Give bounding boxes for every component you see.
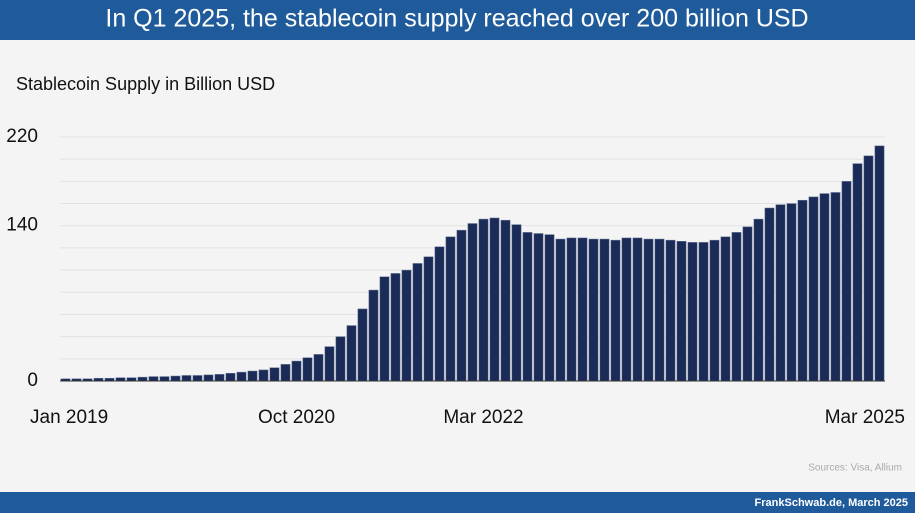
bar [555,238,566,382]
bar [698,242,709,382]
bar [720,236,731,382]
bar [434,246,445,382]
bar [357,308,368,382]
x-tick-label: Mar 2025 [825,407,905,428]
bar [665,239,676,382]
bar [302,357,313,382]
bar [500,219,511,382]
bar [247,370,258,382]
bar [170,375,181,382]
bar [632,237,643,382]
x-tick-label: Mar 2022 [443,407,523,428]
footer-bar [0,492,915,513]
y-tick-label: 140 [6,215,38,236]
bar [412,263,423,382]
y-tick-label: 220 [6,126,38,147]
bar [291,360,302,382]
bar [731,232,742,382]
bar [489,217,500,382]
bar [346,325,357,382]
source: Sources: Visa, Allium [808,463,902,474]
bar [181,375,192,382]
bar [841,181,852,382]
bar [797,199,808,382]
bar [478,218,489,382]
bar [313,354,324,382]
bar [808,196,819,382]
bar [214,374,225,382]
footer: FrankSchwab.de, March 2025 [755,497,908,509]
bar [335,336,346,382]
chart-title: In Q1 2025, the stablecoin supply reache… [105,5,808,33]
bar [192,375,203,382]
bar [225,372,236,382]
title-bar [0,0,915,40]
bar [709,239,720,382]
bar [654,238,665,382]
bar [148,376,159,382]
bar [775,204,786,382]
bar [753,218,764,382]
bar [687,242,698,382]
bar [390,273,401,382]
bar [522,232,533,382]
bar [830,192,841,382]
bar [203,374,214,382]
bar [236,371,247,382]
bar [533,233,544,382]
bar [324,346,335,382]
bar [379,276,390,382]
bar [621,237,632,382]
bar [511,224,522,382]
bar [269,367,280,382]
bar [445,236,456,382]
subtitle: Stablecoin Supply in Billion USD [16,74,275,94]
bar [544,234,555,382]
bar [423,256,434,382]
bar [852,163,863,382]
bar [610,239,621,382]
bar [159,376,170,382]
bar [137,376,148,382]
bar [280,364,291,382]
bar [577,237,588,382]
x-tick-label: Oct 2020 [258,407,335,428]
x-tick-label: Jan 2019 [30,407,108,428]
bar [676,241,687,382]
bar [863,155,874,382]
bar [643,238,654,382]
bar [786,203,797,382]
bar [258,369,269,382]
bar [599,238,610,382]
bar [401,269,412,382]
bar [467,223,478,382]
bar [588,238,599,382]
bar [874,145,885,382]
bar [742,226,753,382]
bar [566,237,577,382]
bar [368,289,379,382]
y-tick-label: 0 [27,370,38,391]
bar [456,229,467,382]
bar [819,193,830,382]
bar [764,207,775,382]
